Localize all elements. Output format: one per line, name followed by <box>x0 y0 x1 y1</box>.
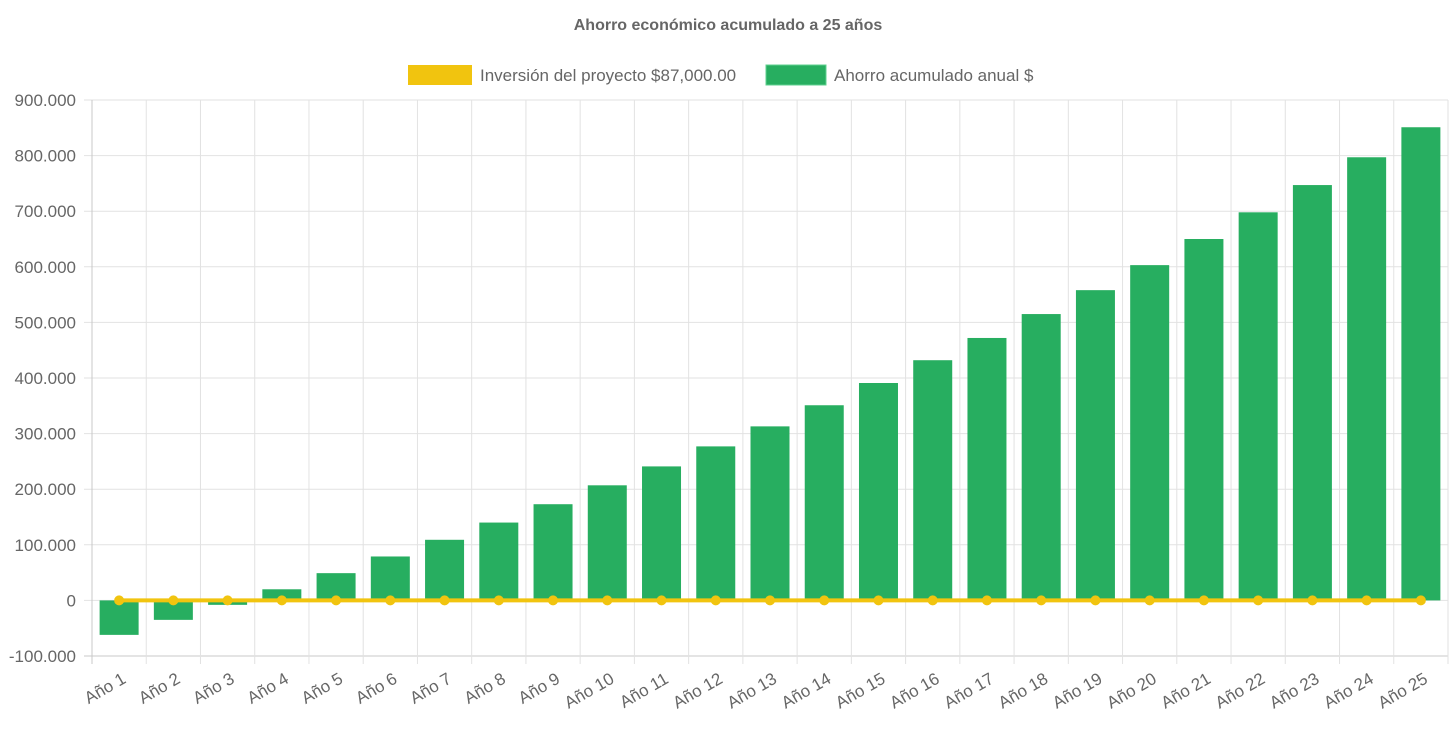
x-tick-label: Año 2 <box>135 669 183 708</box>
bar-ano-18 <box>1021 314 1061 601</box>
investment-point <box>981 595 992 606</box>
investment-point <box>276 595 287 606</box>
y-tick-label: -100.000 <box>9 647 76 666</box>
bar-ano-6 <box>370 556 410 601</box>
investment-point <box>1198 595 1209 606</box>
investment-point <box>385 595 396 606</box>
bar-ano-20 <box>1130 265 1170 601</box>
investment-point <box>765 595 775 606</box>
y-tick-label: 300.000 <box>15 425 76 444</box>
bar-ano-13 <box>750 426 790 601</box>
bar-ano-12 <box>696 446 736 601</box>
x-tick-label: Año 15 <box>832 669 888 712</box>
y-tick-label: 200.000 <box>15 480 76 499</box>
x-tick-label: Año 21 <box>1158 669 1214 712</box>
investment-point <box>548 595 559 606</box>
investment-point <box>1361 595 1372 606</box>
x-tick-label: Año 4 <box>244 669 292 708</box>
bar-ano-21 <box>1184 239 1224 601</box>
x-tick-label: Año 25 <box>1375 669 1431 712</box>
investment-point <box>439 595 450 606</box>
bar-ano-4 <box>262 589 302 601</box>
x-tick-label: Año 10 <box>561 669 617 712</box>
x-tick-label: Año 18 <box>995 669 1051 712</box>
bar-ano-15 <box>858 383 898 601</box>
bar-ano-14 <box>804 405 844 601</box>
x-tick-label: Año 14 <box>778 669 834 712</box>
legend[interactable]: Inversión del proyecto $87,000.00 Ahorro… <box>408 64 1034 86</box>
bar-ano-9 <box>533 504 573 601</box>
y-tick-label: 800.000 <box>15 147 76 166</box>
bar-ano-24 <box>1347 157 1387 601</box>
bar-ano-23 <box>1292 185 1332 601</box>
bar-ano-16 <box>913 360 953 601</box>
x-tick-label: Año 1 <box>81 669 129 708</box>
x-tick-label: Año 5 <box>298 669 346 708</box>
x-tick-label: Año 20 <box>1104 669 1160 712</box>
bar-ano-1 <box>99 600 139 635</box>
y-tick-label: 600.000 <box>15 258 76 277</box>
bar-ano-11 <box>642 466 682 601</box>
investment-point <box>656 595 667 606</box>
bar-ano-7 <box>425 539 465 601</box>
investment-point <box>222 595 233 606</box>
investment-point <box>602 595 613 606</box>
investment-point <box>927 595 938 606</box>
x-tick-label: Año 3 <box>190 669 238 708</box>
investment-point <box>168 595 179 606</box>
x-tick-label: Año 24 <box>1320 669 1376 712</box>
bar-ano-10 <box>587 485 627 601</box>
y-tick-label: 100.000 <box>15 536 76 555</box>
x-tick-label: Año 6 <box>352 669 400 708</box>
investment-point <box>873 595 884 606</box>
y-tick-label: 0 <box>67 591 76 610</box>
x-tick-label: Año 8 <box>461 669 509 708</box>
x-tick-label: Año 13 <box>724 669 780 712</box>
x-tick-label: Año 12 <box>670 669 726 712</box>
bar-ano-25 <box>1401 127 1441 601</box>
x-tick-label: Año 22 <box>1212 669 1268 712</box>
bar-ano-19 <box>1075 290 1115 601</box>
x-tick-label: Año 9 <box>515 669 563 708</box>
investment-point <box>1307 595 1318 606</box>
investment-point <box>493 595 504 606</box>
bar-ano-17 <box>967 337 1007 601</box>
investment-point <box>1144 595 1155 606</box>
legend-swatch-savings <box>765 64 827 86</box>
x-tick-label: Año 7 <box>407 669 455 708</box>
x-tick-label: Año 19 <box>1049 669 1105 712</box>
chart-title: Ahorro económico acumulado a 25 años <box>574 17 883 34</box>
investment-point <box>1253 595 1264 606</box>
investment-point <box>1036 595 1047 606</box>
legend-swatch-investment <box>408 65 472 85</box>
investment-point <box>1090 595 1101 606</box>
investment-point <box>1415 595 1426 606</box>
investment-point <box>710 595 721 606</box>
y-tick-label: 900.000 <box>15 91 76 110</box>
investment-point <box>114 595 125 606</box>
legend-label-investment[interactable]: Inversión del proyecto $87,000.00 <box>480 66 736 85</box>
y-tick-label: 700.000 <box>15 202 76 221</box>
y-tick-label: 400.000 <box>15 369 76 388</box>
y-tick-label: 500.000 <box>15 313 76 332</box>
x-tick-label: Año 16 <box>887 669 943 712</box>
bar-ano-8 <box>479 522 519 601</box>
x-tick-label: Año 17 <box>941 669 997 712</box>
x-tick-label: Año 11 <box>616 669 671 712</box>
investment-point <box>819 595 830 606</box>
investment-point <box>331 595 342 606</box>
legend-label-savings[interactable]: Ahorro acumulado anual $ <box>834 66 1034 85</box>
bar-ano-2 <box>153 600 193 620</box>
x-tick-label: Año 23 <box>1266 669 1322 712</box>
bar-ano-22 <box>1238 212 1278 601</box>
